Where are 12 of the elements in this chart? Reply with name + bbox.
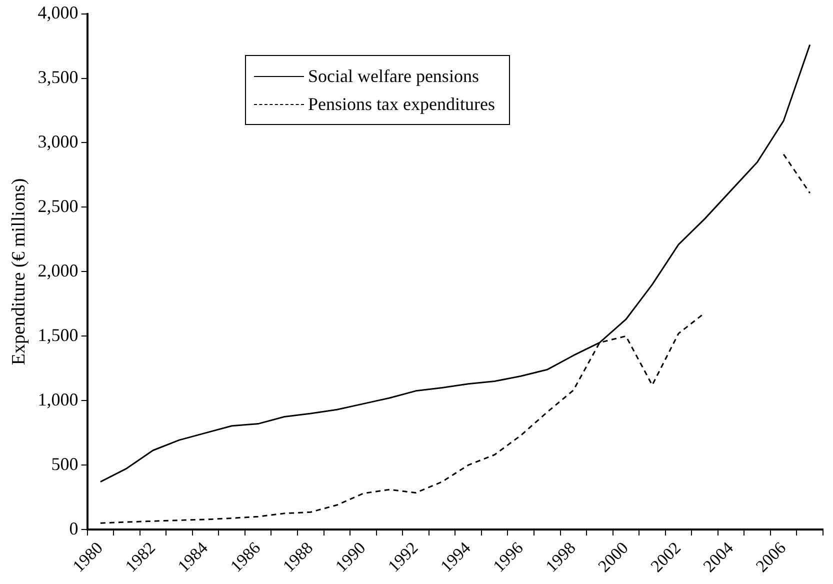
legend-label: Pensions tax expenditures: [308, 94, 495, 114]
y-tick-label: 2,000: [38, 260, 78, 280]
y-tick-label: 1,500: [38, 324, 78, 345]
legend-label: Social welfare pensions: [308, 66, 479, 86]
y-axis-title: Expenditure (€ millions): [8, 178, 30, 366]
y-tick-label: 500: [51, 454, 78, 474]
y-tick-label: 3,500: [38, 67, 78, 87]
y-tick-label: 4,000: [38, 2, 78, 23]
y-tick-label: 0: [69, 518, 78, 538]
y-tick-label: 3,000: [38, 131, 78, 152]
y-tick-label: 2,500: [38, 196, 78, 216]
y-tick-label: 1,000: [38, 389, 78, 410]
